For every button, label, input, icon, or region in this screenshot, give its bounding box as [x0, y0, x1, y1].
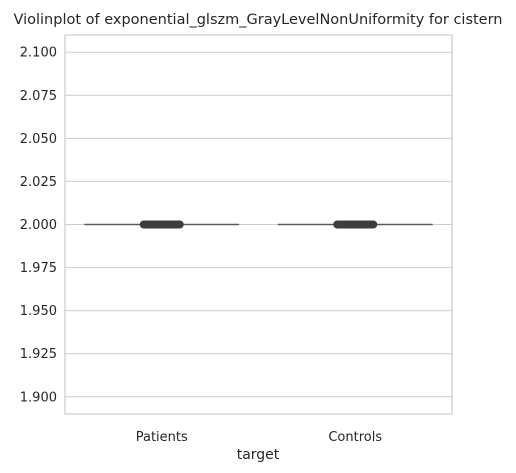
y-tick-label: 1.975	[20, 261, 57, 276]
violin-point	[370, 221, 377, 228]
x-tick-label: Controls	[328, 430, 382, 445]
y-axis-ticks: 1.900 1.925 1.950 1.975 2.000 2.025 2.050 2.075…	[20, 46, 57, 406]
y-tick-label: 1.900	[20, 390, 57, 405]
y-tick-label: 2.100	[20, 46, 57, 61]
chart-title: Violinplot of exponential_glszm_GrayLeve…	[14, 12, 503, 28]
violin-series	[84, 220, 433, 229]
x-axis-label: target	[237, 447, 280, 463]
y-tick-label: 1.950	[20, 304, 57, 319]
y-tick-label: 2.050	[20, 132, 57, 147]
y-tick-label: 2.075	[20, 89, 57, 104]
y-tick-label: 2.025	[20, 175, 57, 190]
violin-point	[176, 221, 183, 228]
y-tick-label: 2.000	[20, 218, 57, 233]
plot-frame	[64, 34, 453, 415]
x-axis-ticks: Patients Controls	[136, 430, 383, 445]
x-tick-label: Patients	[136, 430, 188, 445]
y-tick-label: 1.925	[20, 347, 57, 362]
